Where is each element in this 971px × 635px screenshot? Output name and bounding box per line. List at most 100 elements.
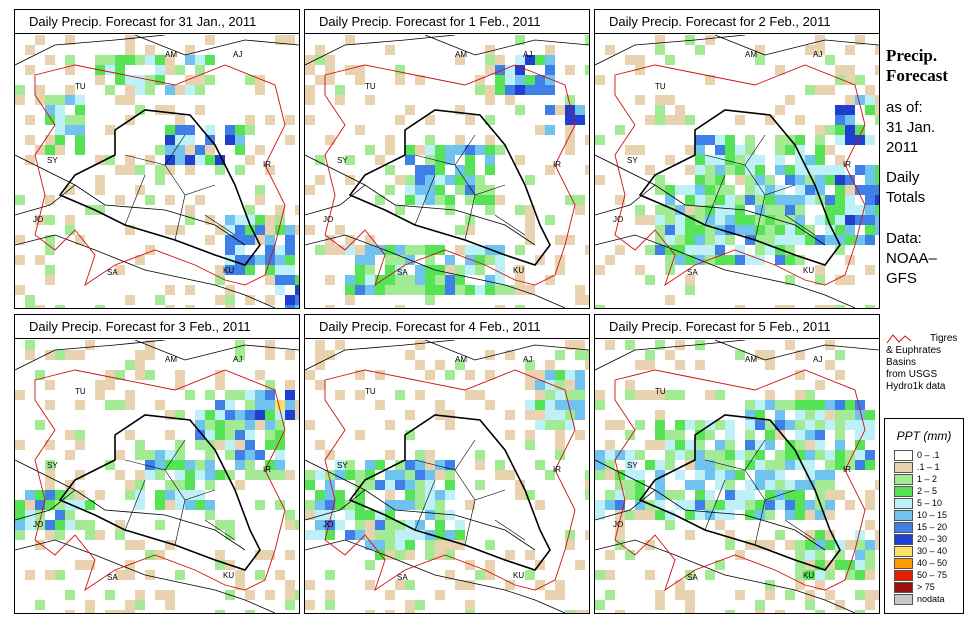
precip-cell [625, 390, 635, 400]
precip-cell [265, 215, 275, 225]
precip-cell [375, 275, 385, 285]
precip-cell [85, 600, 95, 610]
precip-cell [715, 165, 725, 175]
precip-cell [845, 500, 855, 510]
precip-cell [245, 235, 255, 245]
precip-cell [425, 510, 435, 520]
precip-cell [75, 470, 85, 480]
precip-cell [435, 195, 445, 205]
precip-cell [215, 225, 225, 235]
precip-cell [155, 450, 165, 460]
precip-cell [205, 510, 215, 520]
precip-cell [865, 235, 875, 245]
precip-cell [635, 265, 645, 275]
precip-cell [845, 115, 855, 125]
precip-cell [525, 430, 535, 440]
precip-cell [215, 380, 225, 390]
precip-cell [65, 490, 75, 500]
precip-cell [275, 400, 285, 410]
precip-cell [725, 470, 735, 480]
precip-cell [25, 340, 35, 350]
precip-cell [55, 115, 65, 125]
precip-cell [515, 490, 525, 500]
precip-cell [685, 590, 695, 600]
precip-cell [785, 225, 795, 235]
precip-cell [335, 340, 345, 350]
precip-cell [455, 360, 465, 370]
precip-cell [405, 195, 415, 205]
precip-cell [245, 400, 255, 410]
country-borders [595, 340, 879, 613]
country-borders [15, 340, 299, 613]
precip-cell [85, 530, 95, 540]
precip-cell [165, 165, 175, 175]
precip-cell [735, 490, 745, 500]
precip-cell [875, 205, 879, 215]
precip-cell [215, 400, 225, 410]
basins-line4: from USGS [886, 369, 938, 380]
precip-cell [365, 285, 375, 295]
country-label: IR [263, 160, 271, 169]
precip-cell [615, 420, 625, 430]
legend-label: 1 – 2 [917, 474, 938, 484]
precip-cell [625, 450, 635, 460]
precip-cell [435, 540, 445, 550]
precip-cell [15, 520, 25, 530]
precip-cell [765, 215, 775, 225]
precip-cell [125, 540, 135, 550]
precip-cell [285, 410, 295, 420]
precip-cell [425, 115, 435, 125]
panel-title: Daily Precip. Forecast for 5 Feb., 2011 [595, 315, 879, 339]
precip-cell [535, 580, 545, 590]
precip-cell [765, 460, 775, 470]
precip-cell [505, 580, 515, 590]
precip-cell [75, 490, 85, 500]
precip-cell [785, 275, 795, 285]
precip-cell [765, 470, 775, 480]
precip-cell [835, 370, 845, 380]
precip-cell [685, 285, 695, 295]
precip-cell [125, 560, 135, 570]
precip-cell [65, 520, 75, 530]
precip-cell [685, 115, 695, 125]
precip-cell [135, 480, 145, 490]
precip-cell [235, 265, 245, 275]
precip-cell [165, 195, 175, 205]
precip-cell [815, 275, 825, 285]
precip-cell [45, 245, 55, 255]
precip-cell [55, 135, 65, 145]
precip-cell [555, 590, 565, 600]
precip-cell [655, 600, 665, 610]
precip-cell [565, 420, 575, 430]
precip-cell [805, 430, 815, 440]
precip-cell [865, 410, 875, 420]
precip-cell [785, 305, 795, 308]
precip-cell [195, 440, 205, 450]
precip-cell [115, 570, 125, 580]
legend-swatch [894, 533, 913, 545]
precip-cell [845, 175, 855, 185]
precip-cell [545, 275, 555, 285]
legend-item: .1 – 1 [885, 461, 963, 473]
precip-cell [725, 185, 735, 195]
precip-cell [465, 580, 475, 590]
province-lines [704, 439, 816, 546]
precip-cell [105, 65, 115, 75]
precip-cell [445, 205, 455, 215]
precip-cell [625, 430, 635, 440]
precip-cell [295, 590, 299, 600]
precip-cell [185, 125, 195, 135]
precip-cell [675, 450, 685, 460]
precip-cell [835, 550, 845, 560]
precip-cell [305, 225, 315, 235]
precip-cell [595, 470, 605, 480]
precip-cell [875, 195, 879, 205]
precip-cell [125, 570, 135, 580]
precip-cell [545, 360, 555, 370]
precip-cell [655, 175, 665, 185]
precip-cell [45, 275, 55, 285]
basin-outline [34, 369, 286, 592]
precip-cell [865, 460, 875, 470]
precip-cell [445, 275, 455, 285]
